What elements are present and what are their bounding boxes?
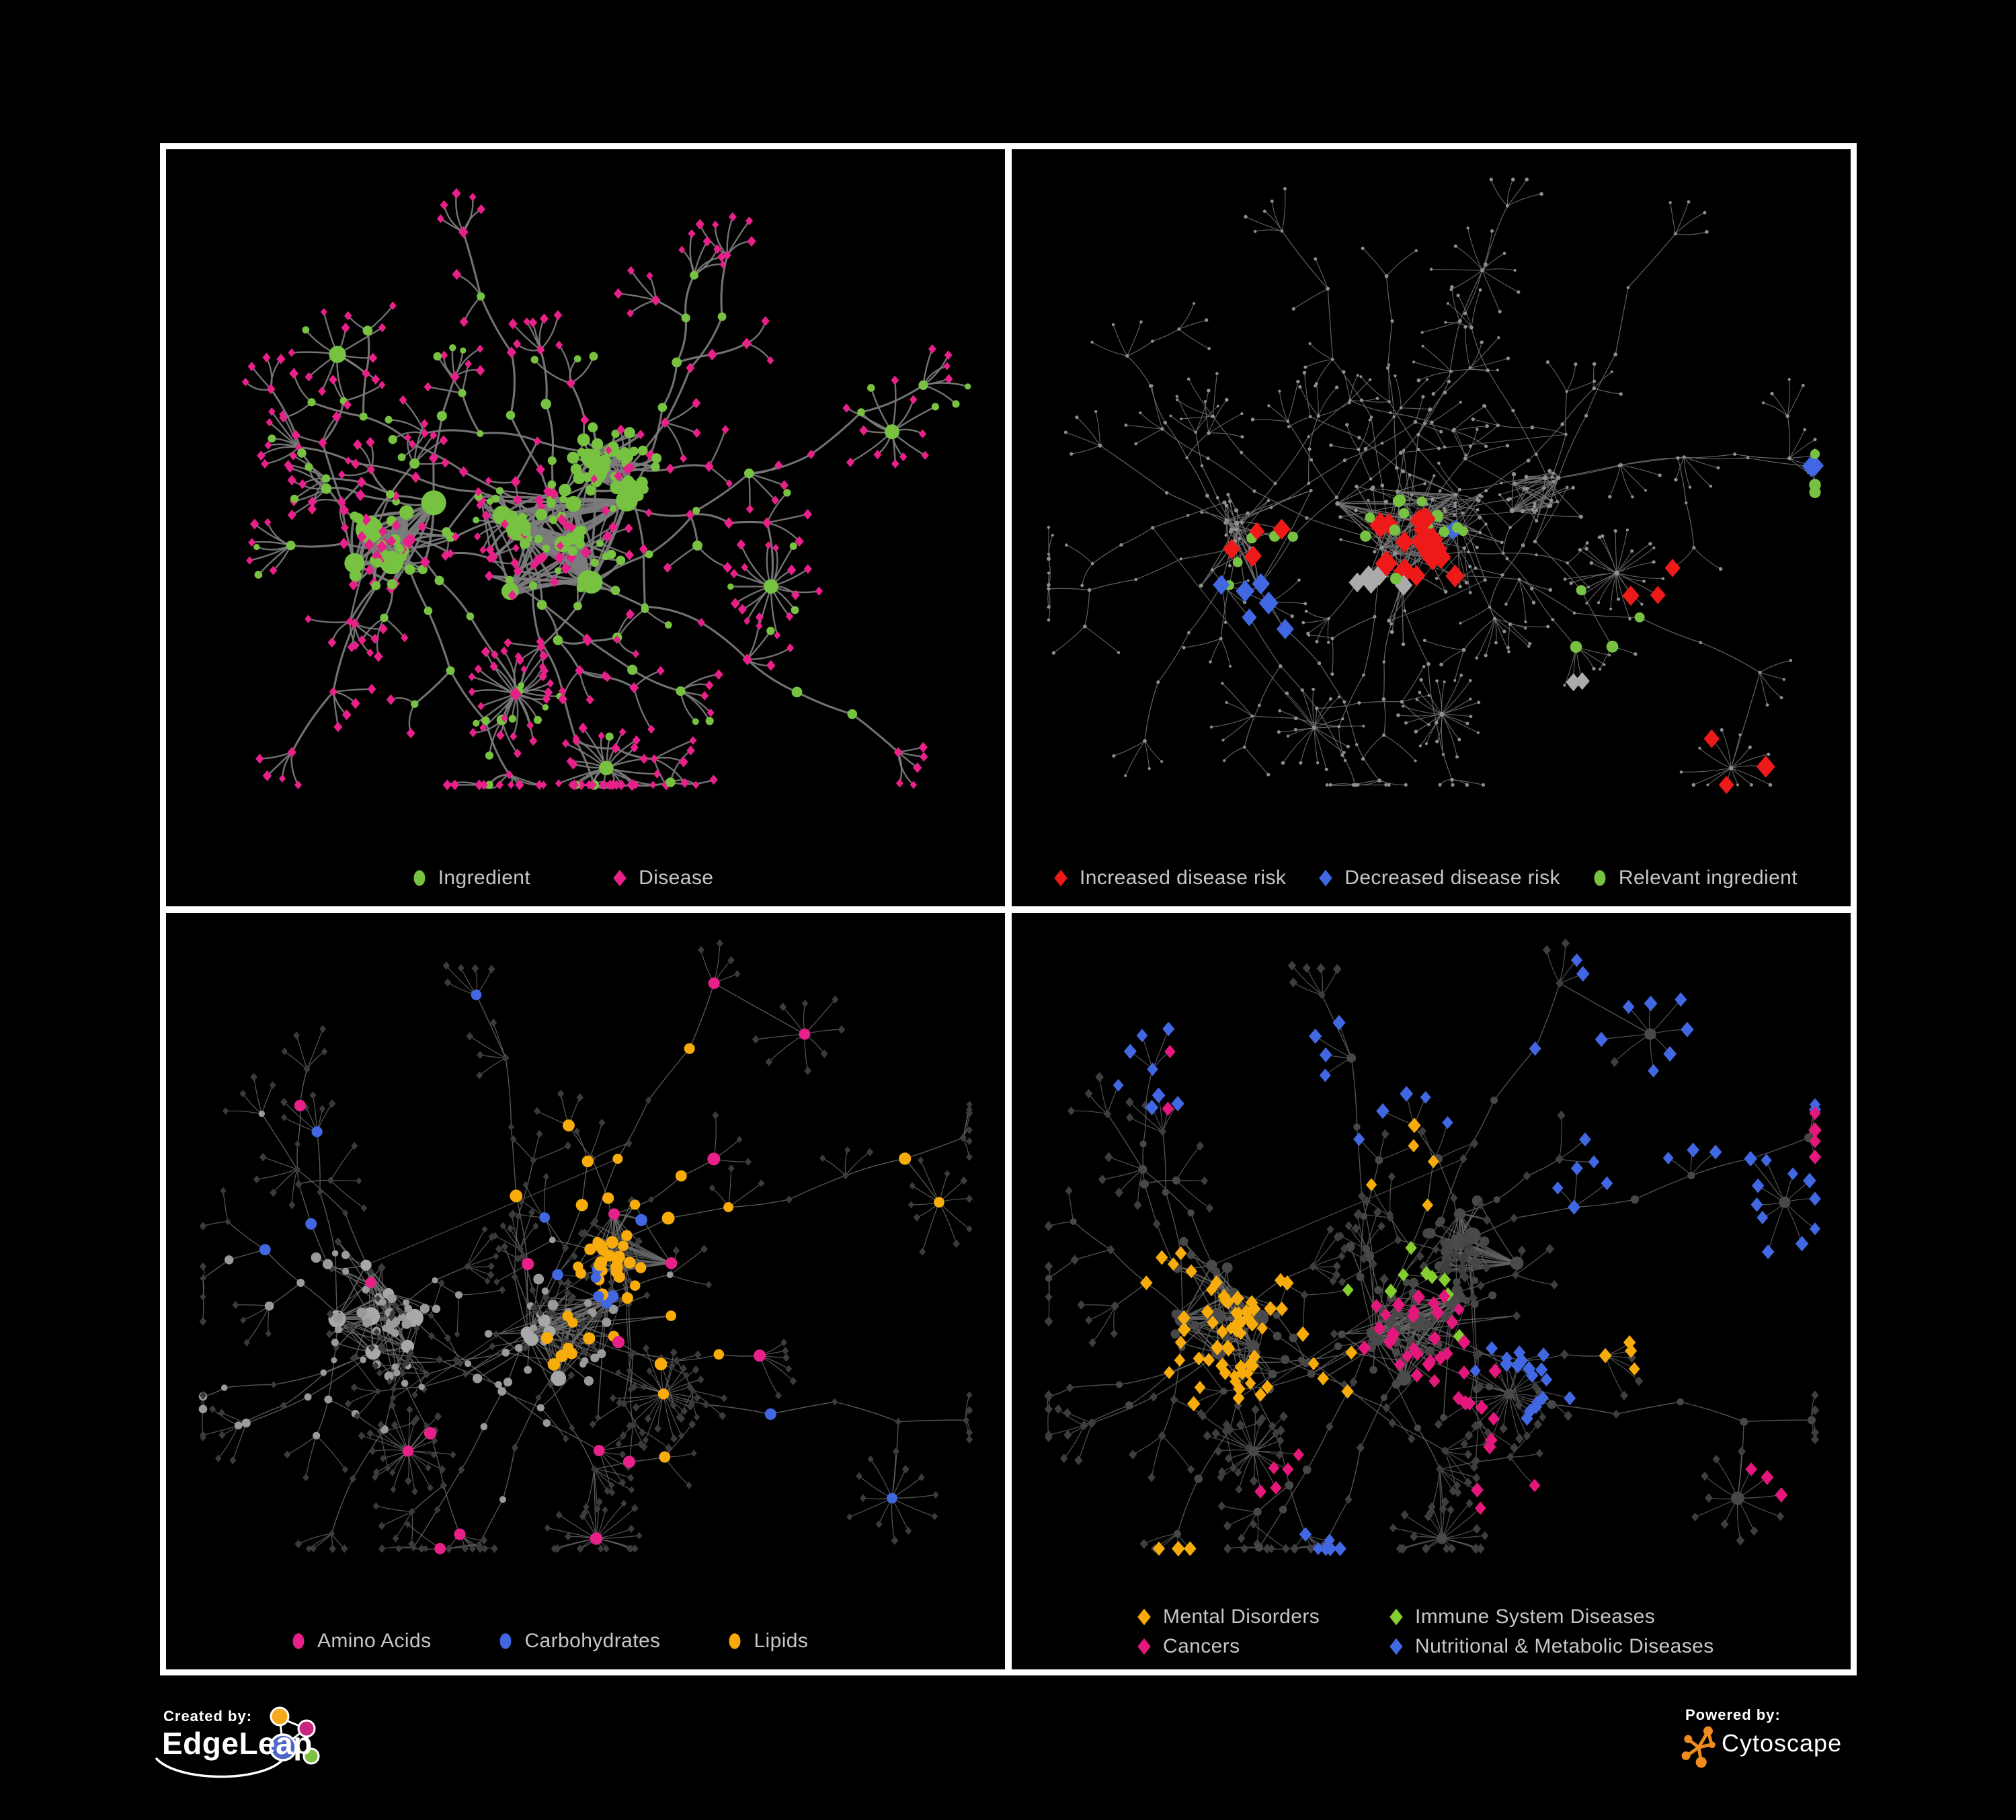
circle-marker-icon (1594, 869, 1606, 886)
circle-marker-icon (729, 1633, 741, 1649)
legend-label: Increased disease risk (1080, 866, 1287, 889)
legend-item: Lipids (726, 1629, 808, 1653)
diamond-marker-icon (1137, 1608, 1151, 1626)
diamond-marker-icon (1319, 869, 1333, 886)
legend-label: Decreased disease risk (1344, 866, 1560, 889)
legend-item: Cancers (1135, 1634, 1387, 1659)
circle-marker-icon (500, 1633, 512, 1649)
legend-disease-classes: Mental Disorders Immune System Diseases Ca… (1135, 1605, 1714, 1659)
legend-disease-risk: Increased disease risk Decreased disease … (1012, 866, 1851, 890)
diamond-marker-icon (1054, 869, 1067, 886)
circle-marker-icon (292, 1633, 305, 1649)
legend-ingredient-classes: Amino Acids Carbohydrates Lipids (166, 1629, 1005, 1653)
diamond-marker-icon (1389, 1638, 1403, 1655)
legend-label: Disease (639, 866, 714, 889)
legend-label: Amino Acids (317, 1630, 432, 1652)
edgeleap-wordmark: EdgeLeap (162, 1726, 313, 1761)
diamond-marker-icon (1389, 1608, 1403, 1626)
figure-grid: Ingredient Disease Increased disease risk… (160, 143, 1857, 1675)
panel-ingredient-disease: Ingredient Disease (166, 149, 1005, 906)
edgeleap-attribution: Created by: EdgeLeap (151, 1694, 346, 1795)
edgeleap-logo-icon (155, 1706, 320, 1778)
legend-label: Carbohydrates (524, 1630, 661, 1652)
legend-label: Lipids (754, 1630, 809, 1652)
panel-ingredient-classes: Amino Acids Carbohydrates Lipids (166, 912, 1005, 1669)
legend-item: Increased disease risk (1052, 866, 1286, 890)
legend-item: Disease (611, 866, 713, 890)
legend-item: Nutritional & Metabolic Diseases (1387, 1634, 1714, 1659)
cytoscape-wordmark: Cytoscape (1722, 1729, 1843, 1757)
diamond-marker-icon (1137, 1638, 1151, 1655)
legend-item: Ingredient (411, 866, 530, 890)
network-canvas-disease-risk (1047, 177, 1824, 794)
created-by-label: Created by: (163, 1708, 253, 1725)
legend-label: Relevant ingredient (1618, 866, 1798, 889)
legend-label: Mental Disorders (1163, 1606, 1320, 1628)
cytoscape-attribution: Powered by: Cytoscape (1677, 1700, 1899, 1780)
legend-label: Ingredient (438, 866, 531, 889)
legend-item: Immune System Diseases (1387, 1605, 1714, 1629)
legend-label: Immune System Diseases (1415, 1606, 1656, 1628)
panel-disease-classes: Mental Disorders Immune System Diseases Ca… (1012, 912, 1851, 1669)
panel-disease-risk: Increased disease risk Decreased disease … (1012, 149, 1851, 906)
legend-ingredient-disease: Ingredient Disease (166, 866, 1005, 890)
legend-label: Nutritional & Metabolic Diseases (1415, 1635, 1714, 1657)
network-canvas-ingredient-classes (198, 939, 973, 1554)
legend-item: Mental Disorders (1135, 1605, 1387, 1629)
powered-by-label: Powered by: (1685, 1706, 1781, 1723)
network-canvas-ingredient-disease (241, 188, 971, 791)
cytoscape-logo-icon (1681, 1726, 1716, 1768)
legend-item: Amino Acids (290, 1629, 431, 1653)
legend-item: Relevant ingredient (1591, 866, 1798, 890)
diamond-marker-icon (613, 869, 627, 886)
legend-label: Cancers (1163, 1635, 1240, 1657)
circle-marker-icon (413, 869, 426, 886)
legend-item: Decreased disease risk (1317, 866, 1560, 890)
legend-item: Carbohydrates (497, 1629, 660, 1653)
network-canvas-disease-classes (1044, 938, 1822, 1556)
